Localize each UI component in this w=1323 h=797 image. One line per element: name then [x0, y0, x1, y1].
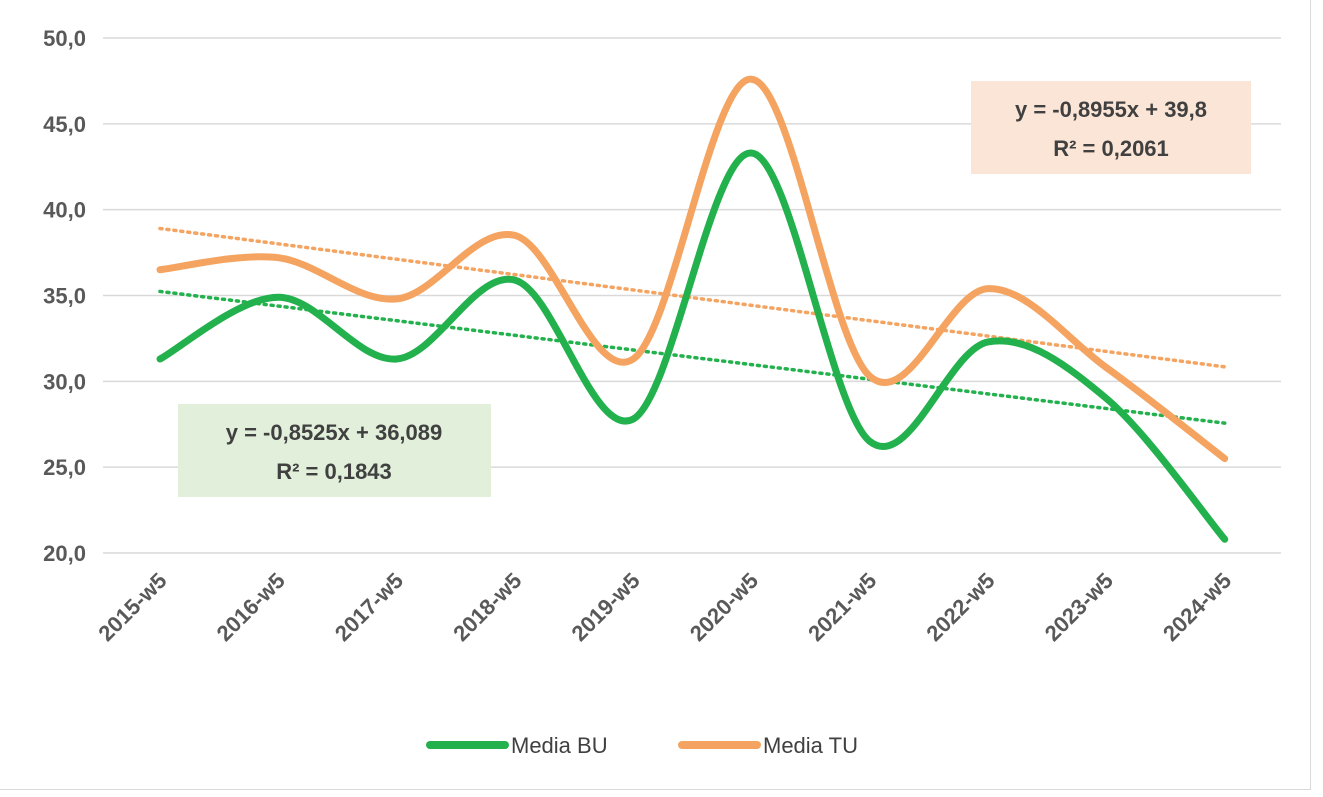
- series-lines: [156, 75, 1229, 543]
- trendlines: [158, 226, 1227, 425]
- x-tick-label: 2019-w5: [567, 568, 645, 646]
- y-tick-label: 45,0: [43, 112, 86, 137]
- x-tick-label: 2021-w5: [803, 568, 881, 646]
- x-tick-label: 2018-w5: [448, 568, 526, 646]
- x-tick-label: 2022-w5: [921, 568, 999, 646]
- trendline-label-tu-r2: R² = 0,2061: [1053, 136, 1169, 161]
- x-tick-label: 2023-w5: [1040, 568, 1118, 646]
- y-tick-label: 35,0: [43, 284, 86, 309]
- trendline-label-tu: y = -0,8955x + 39,8 R² = 0,2061: [971, 81, 1251, 174]
- legend-label-media-tu: Media TU: [763, 733, 858, 758]
- trendline-label-bu: y = -0,8525x + 36,089 R² = 0,1843: [178, 404, 491, 497]
- trendline-label-bu-r2: R² = 0,1843: [276, 459, 392, 484]
- y-axis-ticks: 20,0 25,0 30,0 35,0 40,0 45,0 50,0: [43, 26, 86, 566]
- legend-label-media-bu: Media BU: [511, 733, 608, 758]
- series-line-media-bu: [156, 149, 1229, 543]
- x-tick-label: 2016-w5: [212, 568, 290, 646]
- legend-item-media-tu: Media TU: [678, 733, 858, 758]
- trendline-label-tu-box: [971, 81, 1251, 174]
- trendline-label-bu-equation: y = -0,8525x + 36,089: [226, 420, 443, 445]
- series-line-media-tu: [156, 75, 1229, 463]
- trendline-label-bu-box: [178, 404, 491, 497]
- x-axis-ticks: 2015-w5 2016-w5 2017-w5 2018-w5 2019-w5 2020-…: [93, 568, 1236, 646]
- y-tick-label: 50,0: [43, 26, 86, 51]
- trendline-label-tu-equation: y = -0,8955x + 39,8: [1015, 97, 1207, 122]
- y-tick-label: 40,0: [43, 198, 86, 223]
- x-tick-label: 2015-w5: [93, 568, 171, 646]
- trendline-media-tu: [158, 226, 1227, 369]
- x-tick-label: 2024-w5: [1158, 568, 1236, 646]
- x-tick-label: 2017-w5: [330, 568, 408, 646]
- y-tick-label: 30,0: [43, 369, 86, 394]
- y-tick-label: 25,0: [43, 455, 86, 480]
- x-tick-label: 2020-w5: [685, 568, 763, 646]
- legend-item-media-bu: Media BU: [426, 733, 608, 758]
- y-tick-label: 20,0: [43, 541, 86, 566]
- legend: Media BU Media TU: [426, 733, 858, 758]
